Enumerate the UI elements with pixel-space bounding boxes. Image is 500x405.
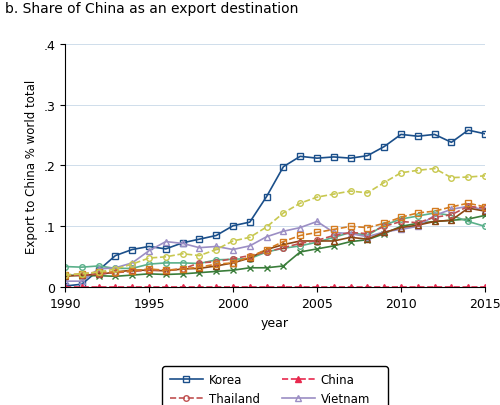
Legend: Korea, Thailand, Philippines, Malaysia, Indonesia, China, Vietnam, Japan, Singap: Korea, Thailand, Philippines, Malaysia, … [162, 367, 388, 405]
Y-axis label: Export to China % world total: Export to China % world total [25, 79, 38, 253]
Text: b. Share of China as an export destination: b. Share of China as an export destinati… [5, 2, 298, 16]
X-axis label: year: year [261, 316, 289, 329]
